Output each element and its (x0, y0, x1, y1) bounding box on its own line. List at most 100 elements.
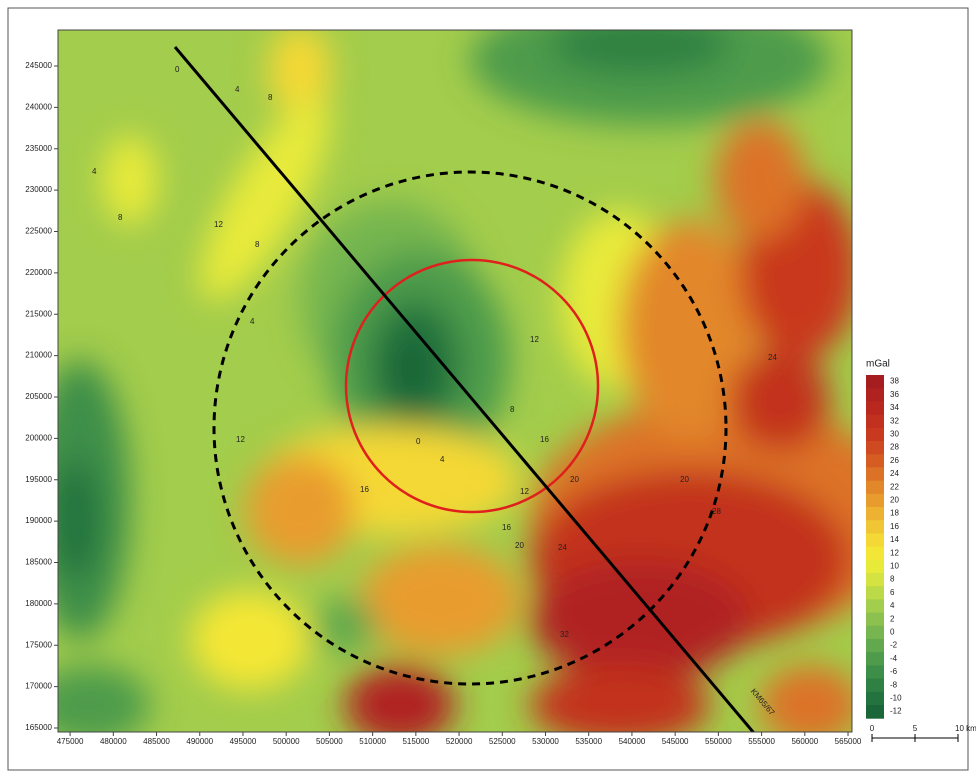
y-tick-label: 205000 (25, 392, 52, 401)
contour-label: 8 (268, 93, 273, 102)
x-tick-label: 565000 (835, 737, 862, 746)
x-tick-label: 475000 (57, 737, 84, 746)
contour-label: 4 (92, 167, 97, 176)
colorbar-swatch (866, 427, 884, 442)
colorbar-label: 8 (890, 575, 895, 584)
y-tick-label: 240000 (25, 102, 52, 111)
colorbar-swatch (866, 652, 884, 666)
contour-label: 12 (520, 487, 529, 496)
y-tick-label: 230000 (25, 185, 52, 194)
colorbar-swatch (866, 559, 884, 574)
x-tick-label: 545000 (662, 737, 689, 746)
colorbar-swatch (866, 401, 884, 416)
y-tick-label: 235000 (25, 144, 52, 153)
y-tick-label: 170000 (25, 682, 52, 691)
colorbar-swatch (866, 612, 884, 627)
y-tick-label: 190000 (25, 516, 52, 525)
colorbar-label: 14 (890, 535, 899, 544)
contour-label: 8 (510, 405, 515, 414)
contour-label: 4 (440, 455, 445, 464)
colorbar-swatch (866, 705, 884, 719)
y-tick-label: 180000 (25, 599, 52, 608)
colorbar-swatch (866, 625, 884, 640)
x-tick-label: 530000 (532, 737, 559, 746)
colorbar-label: 16 (890, 522, 899, 531)
colorbar-label: 12 (890, 548, 899, 557)
x-tick-label: 550000 (705, 737, 732, 746)
gravity-field: KM65/67 0 4 8 12 8 4 0 4 12 16 20 24 20 … (58, 30, 852, 732)
colorbar-label: 10 (890, 562, 899, 571)
x-tick-label: 515000 (402, 737, 429, 746)
colorbar-label: 28 (890, 443, 899, 452)
x-tick-label: 540000 (619, 737, 646, 746)
colorbar-swatch (866, 599, 884, 614)
x-tick-label: 490000 (186, 737, 213, 746)
colorbar-swatch (866, 678, 884, 693)
colorbar-label: 20 (890, 496, 899, 505)
x-tick-label: 555000 (748, 737, 775, 746)
x-tick-label: 520000 (446, 737, 473, 746)
colorbar-label: -10 (890, 694, 902, 703)
colorbar-label: -4 (890, 654, 898, 663)
colorbar-label: 34 (890, 403, 899, 412)
y-tick-label: 215000 (25, 309, 52, 318)
colorbar-swatch (866, 454, 884, 468)
colorbar-swatch (866, 573, 884, 587)
colorbar-swatch (866, 691, 884, 706)
contour-label: 28 (712, 507, 721, 516)
colorbar-label: 4 (890, 601, 895, 610)
contour-label: 16 (360, 485, 369, 494)
colorbar-label: -2 (890, 641, 898, 650)
contour-label: 4 (250, 317, 255, 326)
colorbar-swatch (866, 441, 884, 455)
y-tick-label: 200000 (25, 433, 52, 442)
y-tick-label: 220000 (25, 268, 52, 277)
colorbar-swatch (866, 493, 884, 508)
x-tick-label: 500000 (273, 737, 300, 746)
colorbar-swatch (866, 520, 884, 534)
colorbar-label: 22 (890, 482, 899, 491)
x-tick-label: 510000 (359, 737, 386, 746)
y-tick-label: 185000 (25, 558, 52, 567)
contour-label: 20 (680, 475, 689, 484)
colorbar-swatch (866, 639, 884, 653)
colorbar-label: 0 (890, 628, 895, 637)
inner-ring (344, 258, 600, 514)
colorbar-title: mGal (866, 359, 890, 370)
colorbar-swatch (866, 480, 884, 495)
contour-label: 4 (235, 85, 240, 94)
contour-label: 16 (540, 435, 549, 444)
map-border (57, 29, 853, 733)
x-tick-label: 485000 (143, 737, 170, 746)
colorbar-swatch (866, 507, 884, 521)
profile-line (173, 46, 756, 732)
colorbar-label: 26 (890, 456, 899, 465)
contour-label: 24 (768, 353, 777, 362)
colorbar-label: 18 (890, 509, 899, 518)
colorbar-label: 38 (890, 377, 899, 386)
colorbar-label: 24 (890, 469, 899, 478)
contour-label: 0 (175, 65, 180, 74)
y-tick-label: 210000 (25, 351, 52, 360)
contour-label: 20 (570, 475, 579, 484)
y-tick-label: 245000 (25, 61, 52, 70)
colorbar-label: -6 (890, 667, 898, 676)
scale-label: 5 (913, 724, 918, 733)
outer-ring (212, 170, 728, 686)
contour-label: 20 (515, 541, 524, 550)
contour-label: 8 (118, 213, 123, 222)
x-tick-label: 560000 (791, 737, 818, 746)
colorbar-swatch (866, 533, 884, 548)
colorbar-label: 32 (890, 416, 899, 425)
y-tick-label: 225000 (25, 227, 52, 236)
x-tick-label: 525000 (489, 737, 516, 746)
contour-label: 0 (416, 437, 421, 446)
colorbar-label: -12 (890, 707, 902, 716)
x-tick-label: 535000 (575, 737, 602, 746)
colorbar-swatch (866, 375, 884, 389)
colorbar-swatch (866, 388, 884, 402)
scale-label: 10 km (955, 724, 976, 733)
colorbar-swatch (866, 586, 884, 600)
